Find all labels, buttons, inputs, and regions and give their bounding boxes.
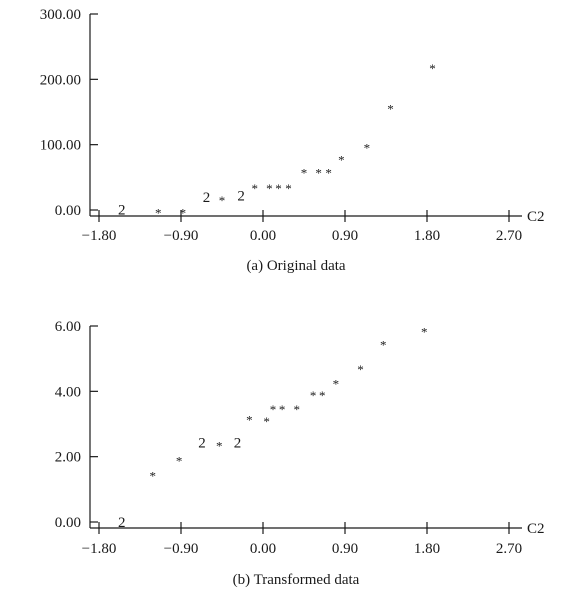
x-tick-label: 0.00	[250, 541, 276, 557]
x-tick-label: 0.90	[332, 541, 358, 557]
data-point: *	[310, 388, 317, 403]
data-point-count: 2	[237, 189, 245, 205]
data-point: *	[246, 412, 253, 427]
x-tick-label: 0.00	[250, 228, 276, 244]
chart-panel-2: −1.80 −0.90 0.00 0.90 1.80 2.70 0.00 2.00 4.00 6.…	[55, 319, 545, 588]
y-tick-label: 4.00	[55, 384, 81, 400]
x-tick-label: −0.90	[164, 541, 199, 557]
data-point-count: 2	[234, 436, 242, 452]
y-tick-label: 300.00	[40, 7, 81, 23]
data-point-count: 2	[118, 515, 126, 531]
data-point-count: 2	[203, 190, 211, 206]
data-point: *	[270, 402, 277, 417]
data-point: *	[421, 325, 428, 340]
data-point: *	[180, 205, 187, 220]
data-point: *	[364, 141, 371, 156]
data-point: *	[301, 165, 308, 180]
data-point: *	[219, 193, 226, 208]
x-tick-label: −0.90	[164, 228, 199, 244]
x-tick-label: 0.90	[332, 228, 358, 244]
data-point: *	[338, 152, 345, 167]
chart-caption: (a) Original data	[246, 258, 345, 274]
data-point: *	[150, 468, 157, 483]
data-point: *	[266, 181, 273, 196]
x-tick-label: 2.70	[496, 228, 522, 244]
data-point: *	[285, 181, 292, 196]
y-tick-label: 0.00	[55, 203, 81, 219]
y-tick-label: 6.00	[55, 319, 81, 335]
data-point: *	[325, 165, 332, 180]
data-point: *	[429, 61, 436, 76]
y-tick-label: 200.00	[40, 72, 81, 88]
x-tick-label: 2.70	[496, 541, 522, 557]
data-point: *	[380, 338, 387, 353]
data-point-count: 2	[118, 202, 126, 218]
y-tick-label: 2.00	[55, 450, 81, 466]
chart-caption: (b) Transformed data	[233, 572, 360, 588]
x-axis-label: C2	[527, 209, 545, 225]
data-point: *	[263, 414, 270, 429]
data-point: *	[315, 165, 322, 180]
data-point: *	[333, 377, 340, 392]
data-point: *	[155, 205, 162, 220]
x-tick-label: 1.80	[414, 541, 440, 557]
x-tick-label: −1.80	[82, 228, 117, 244]
data-point: *	[279, 402, 286, 417]
data-point: *	[319, 388, 326, 403]
data-point: *	[293, 402, 300, 417]
data-point: *	[216, 439, 223, 454]
data-point: *	[176, 454, 183, 469]
y-tick-label: 0.00	[55, 515, 81, 531]
data-point-count: 2	[198, 436, 206, 452]
x-tick-label: −1.80	[82, 541, 117, 557]
chart-panel-1: −1.80 −0.90 0.00 0.90 1.80 2.70 0.00 100.00 200.…	[40, 7, 545, 274]
x-axis-label: C2	[527, 521, 545, 537]
data-point: *	[357, 362, 364, 377]
x-tick-label: 1.80	[414, 228, 440, 244]
y-tick-label: 100.00	[40, 138, 81, 154]
data-point: *	[275, 181, 282, 196]
data-point: *	[252, 181, 259, 196]
data-point: *	[387, 101, 394, 116]
